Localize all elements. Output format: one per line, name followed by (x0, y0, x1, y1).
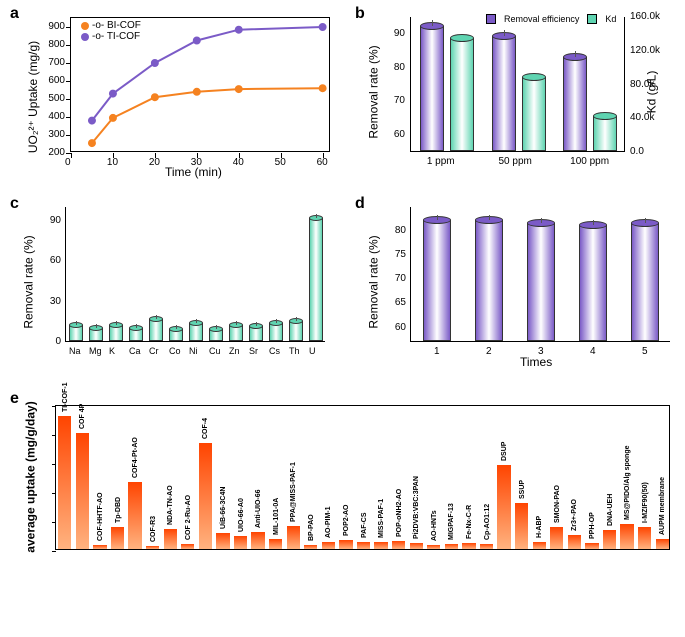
panel-a-chart: 2003004005006007008009000102030405060-o-… (70, 17, 330, 152)
panel-c-label: c (10, 195, 19, 213)
panel-d-chart: 606570758012345 (410, 207, 670, 342)
panel-c-chart: 0306090NaMgKCaCrCoNiCuZnSrCsThU (65, 207, 325, 342)
panel-e-chart: TI-COF-1COF 4PCOF-HHTF-AOTp-DBDCOF4-Pt-A… (55, 405, 670, 550)
panel-d-ylabel: Removal rate (%) (367, 235, 381, 328)
panel-c: c Removal rate (%) 0306090NaMgKCaCrCoNiC… (10, 195, 340, 370)
panel-d-xlabel: Times (520, 355, 552, 369)
panel-a-ylabel: UO₂²⁺ Uptake (mg/g) (26, 41, 40, 153)
panel-b: b Removal rate (%) Kd (g/L) 607080900.04… (355, 5, 680, 180)
panel-d-label: d (355, 195, 365, 213)
panel-e-ylabel: average uptake (mg/g/day) (24, 401, 38, 552)
panel-e: e average uptake (mg/g/day) TI-COF-1COF … (10, 390, 675, 630)
panel-b-ylabel-right: Kd (g/L) (644, 71, 658, 114)
panel-a: a UO₂²⁺ Uptake (mg/g) Time (min) 2003004… (10, 5, 340, 180)
panel-a-label: a (10, 5, 19, 23)
panel-b-ylabel-left: Removal rate (%) (367, 45, 381, 138)
panel-c-ylabel: Removal rate (%) (22, 235, 36, 328)
panel-e-label: e (10, 390, 19, 408)
panel-b-chart: 607080900.040.0k80.0k120.0k160.0k1 ppm50… (410, 17, 625, 152)
panel-b-label: b (355, 5, 365, 23)
panel-d: d Removal rate (%) Times 606570758012345 (355, 195, 680, 370)
